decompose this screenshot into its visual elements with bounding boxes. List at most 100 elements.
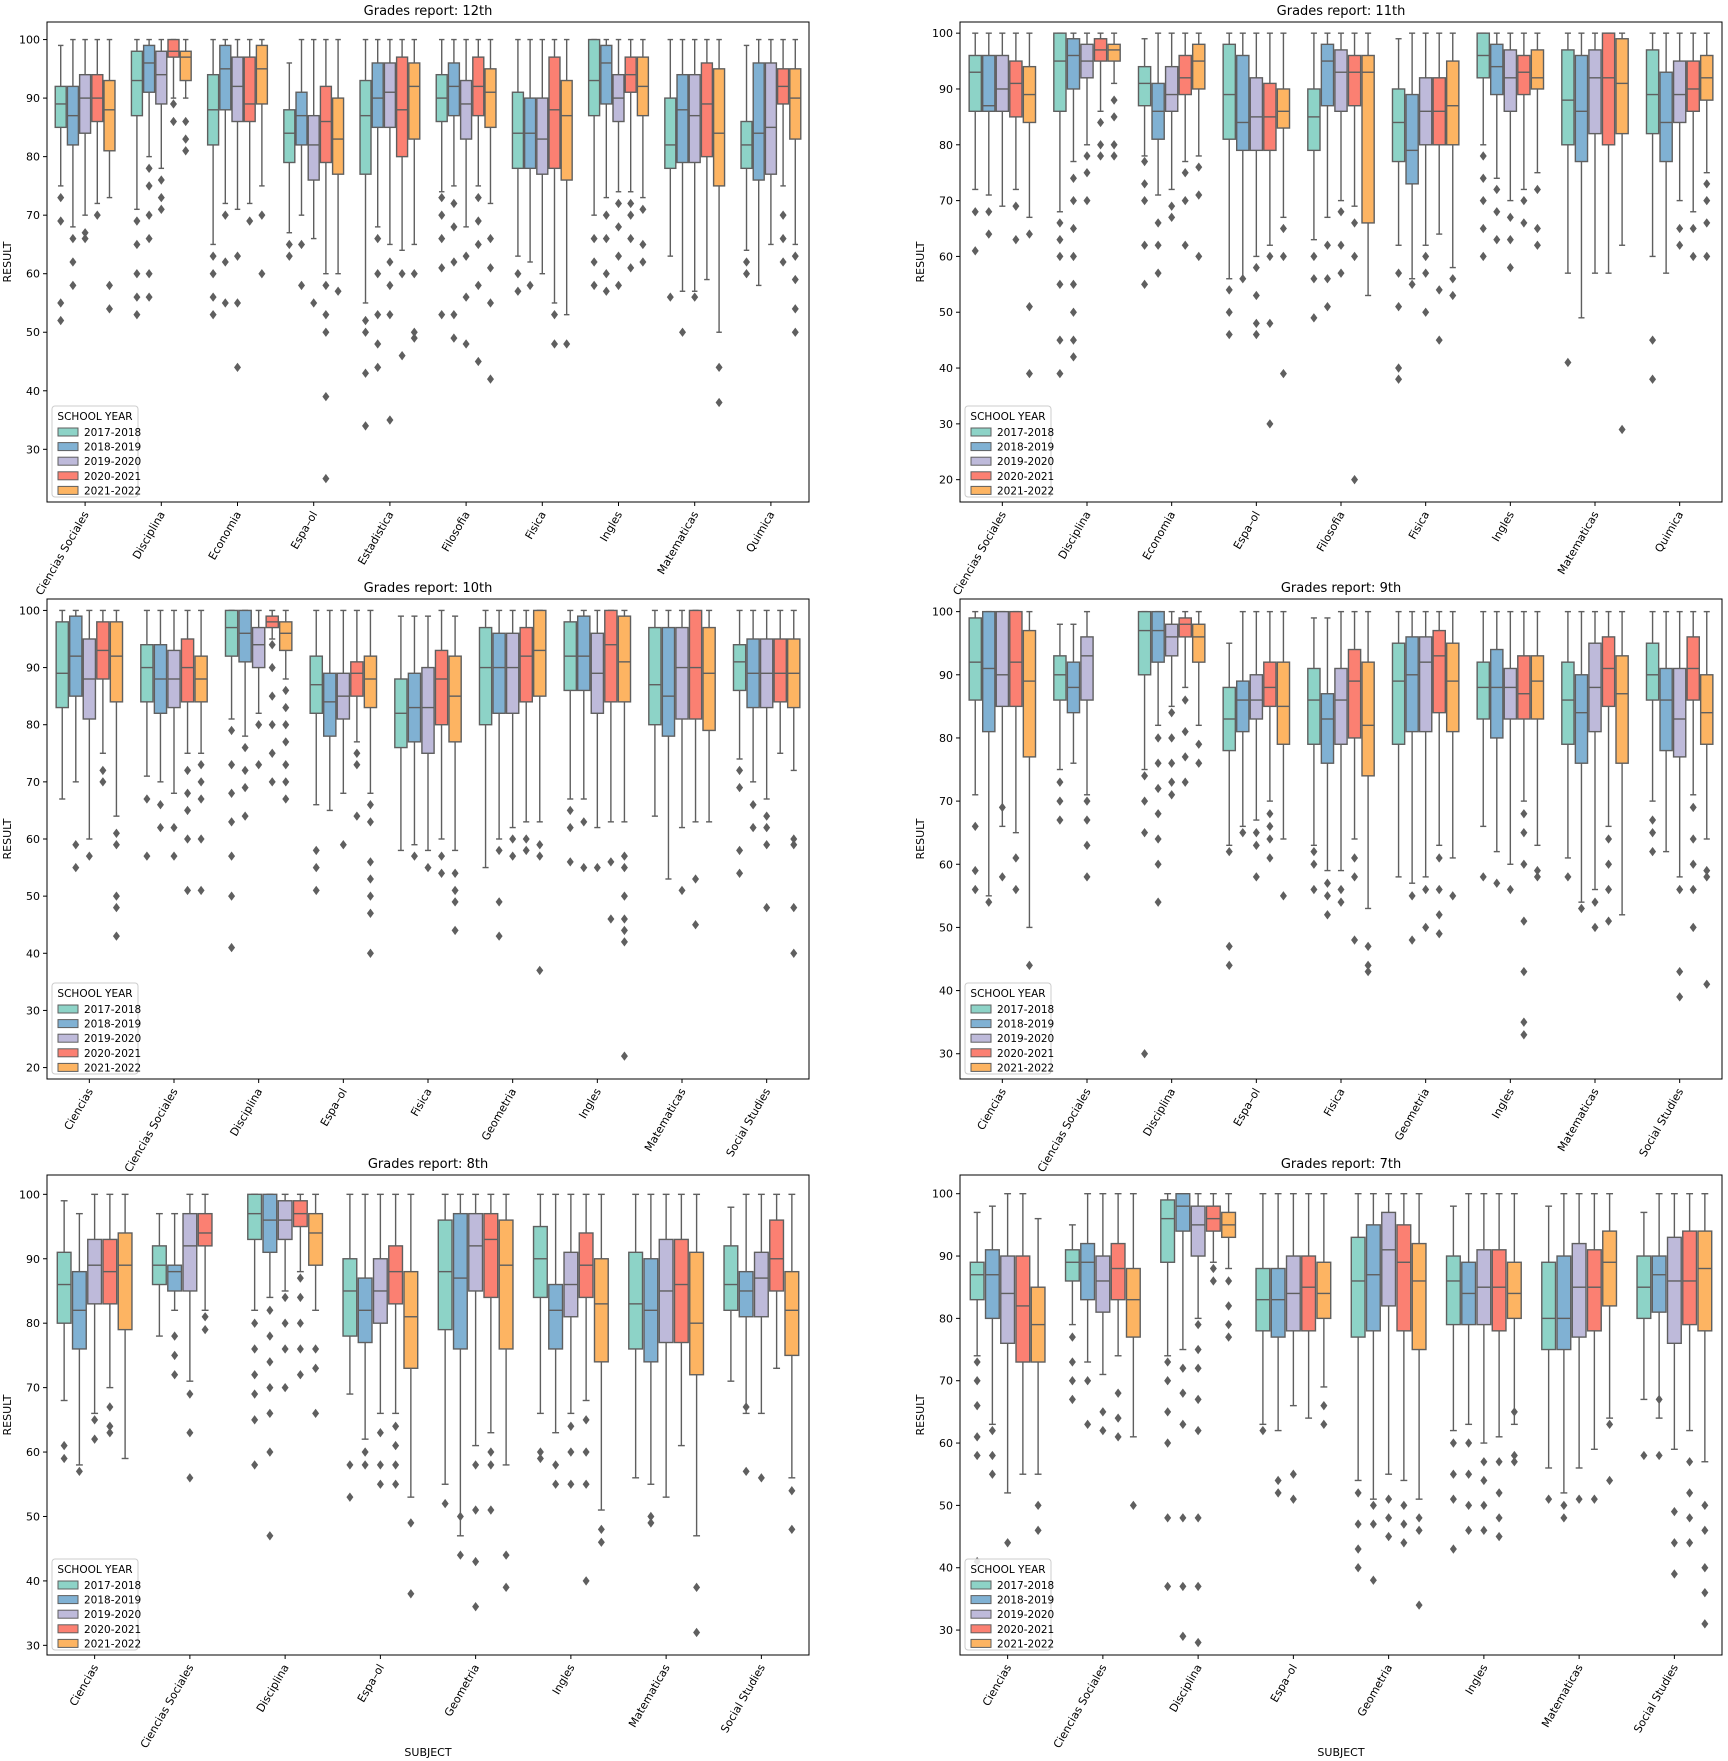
outlier-point <box>1701 1525 1709 1535</box>
outlier-point <box>1179 1419 1187 1430</box>
box-2018-2019-Espa–ol <box>1270 1193 1286 1498</box>
outlier-point <box>366 817 374 827</box>
outlier-point <box>472 1460 480 1470</box>
outlier-point <box>1560 1500 1568 1511</box>
outlier-point <box>209 310 217 320</box>
outlier-point <box>386 415 394 425</box>
outlier-point <box>1181 726 1189 737</box>
box-2018-2019-Ciencias <box>71 1212 87 1477</box>
legend-entry-label: 2020-2021 <box>997 471 1054 483</box>
box-iqr <box>1561 661 1575 745</box>
outlier-point <box>1400 1519 1408 1529</box>
outlier-point <box>1649 828 1657 838</box>
chart-panel-3: Grades report: 10th RESULT 20 30 40 50 60 70 80 9… <box>1 581 810 1174</box>
outlier-point <box>171 1370 179 1380</box>
box-iqr <box>130 50 144 117</box>
outlier-point <box>1395 268 1403 278</box>
outlier-point <box>536 840 544 850</box>
box-2018-2019-Filosofia <box>447 38 461 343</box>
box-2020-2021-Disciplina <box>1093 32 1108 161</box>
x-tick-label: Estadistica <box>355 509 396 567</box>
box-iqr <box>224 609 239 657</box>
box-2017-2018-Economia <box>206 38 220 320</box>
legend-entry-label: 2020-2021 <box>84 1624 141 1636</box>
x-tick-label: Matematicas <box>1555 509 1602 577</box>
outlier-point <box>438 851 446 861</box>
outlier-point <box>1351 935 1359 945</box>
outlier-point <box>495 931 503 941</box>
outlier-point <box>691 292 699 302</box>
outlier-point <box>486 374 494 384</box>
box-2019-2020-Quimica <box>764 38 778 246</box>
box-2021-2022-Geometria <box>498 1193 514 1593</box>
box-iqr <box>1601 636 1616 708</box>
outlier-point <box>1591 897 1599 907</box>
x-tick-label: Fisica <box>1321 1086 1347 1119</box>
outlier-point <box>1703 179 1711 189</box>
outlier-point <box>1274 1488 1282 1498</box>
outlier-point <box>536 1453 544 1464</box>
box-iqr <box>452 1212 468 1350</box>
legend-entry-label: 2021-2022 <box>84 485 141 497</box>
y-axis-label: RESULT <box>914 818 927 859</box>
y-tick-label: 30 <box>26 443 40 456</box>
x-tick-label: Fisica <box>1406 509 1432 542</box>
outlier-point <box>60 1453 68 1464</box>
box-2019-2020-Espa–ol <box>1249 32 1264 340</box>
box-iqr <box>1080 636 1094 701</box>
outlier-point <box>779 210 787 220</box>
outlier-point <box>1225 329 1233 340</box>
outlier-point <box>72 862 80 873</box>
y-tick-label: 90 <box>939 669 953 682</box>
outlier-point <box>268 640 276 650</box>
legend-swatch <box>970 427 992 437</box>
outlier-point <box>234 298 241 308</box>
outlier-point <box>620 937 628 947</box>
outlier-point <box>392 1440 400 1451</box>
outlier-point <box>627 198 635 209</box>
legend-title: SCHOOL YEAR <box>57 1564 132 1576</box>
box-2018-2019-Social Studies <box>738 1193 754 1477</box>
outlier-point <box>1408 279 1416 289</box>
outlier-point <box>779 257 787 267</box>
outlier-point <box>552 1460 560 1470</box>
legend-title: SCHOOL YEAR <box>970 1564 1045 1576</box>
box-2017-2018-Disciplina <box>1160 1193 1176 1592</box>
box-2020-2021-Matematicas <box>688 609 703 930</box>
box-2018-2019-Social Studies <box>746 609 760 833</box>
outlier-point <box>184 788 192 798</box>
outlier-point <box>1225 1319 1233 1330</box>
x-tick-label: Social Studies <box>718 1662 768 1735</box>
box-2017-2018-Matematicas <box>648 609 662 817</box>
box-iqr <box>1556 1255 1572 1351</box>
outlier-point <box>298 239 306 250</box>
outlier-point <box>112 891 120 901</box>
outlier-point <box>112 828 120 838</box>
outlier-point <box>1110 112 1118 122</box>
y-tick-label: 90 <box>26 1253 40 1266</box>
outlier-point <box>99 765 107 776</box>
outlier-point <box>1141 240 1149 250</box>
outlier-point <box>228 851 236 861</box>
box-iqr <box>468 1212 484 1292</box>
outlier-point <box>197 794 205 804</box>
box-iqr <box>1601 32 1616 146</box>
legend-entry-label: 2021-2022 <box>997 1638 1054 1650</box>
box-2018-2019-Ingles <box>1489 32 1504 245</box>
box-2018-2019-Ciencias Sociales <box>1066 623 1081 764</box>
legend-entry-label: 2017-2018 <box>84 427 141 439</box>
outlier-point <box>1056 218 1064 228</box>
outlier-point <box>580 862 588 873</box>
box-2017-2018-Ciencias <box>968 610 983 895</box>
box-2019-2020-Geometria <box>1381 1193 1397 1542</box>
y-tick-label: 40 <box>26 385 40 398</box>
box-iqr <box>167 38 180 58</box>
outlier-point <box>1323 301 1331 312</box>
y-tick-label: 70 <box>939 795 953 808</box>
outlier-point <box>258 210 266 220</box>
box-2019-2020-Ciencias <box>87 1193 103 1444</box>
outlier-point <box>627 263 635 273</box>
box-2018-2019-Ingles <box>548 1193 564 1489</box>
outlier-point <box>1703 218 1711 228</box>
y-axis-label: RESULT <box>914 241 927 282</box>
